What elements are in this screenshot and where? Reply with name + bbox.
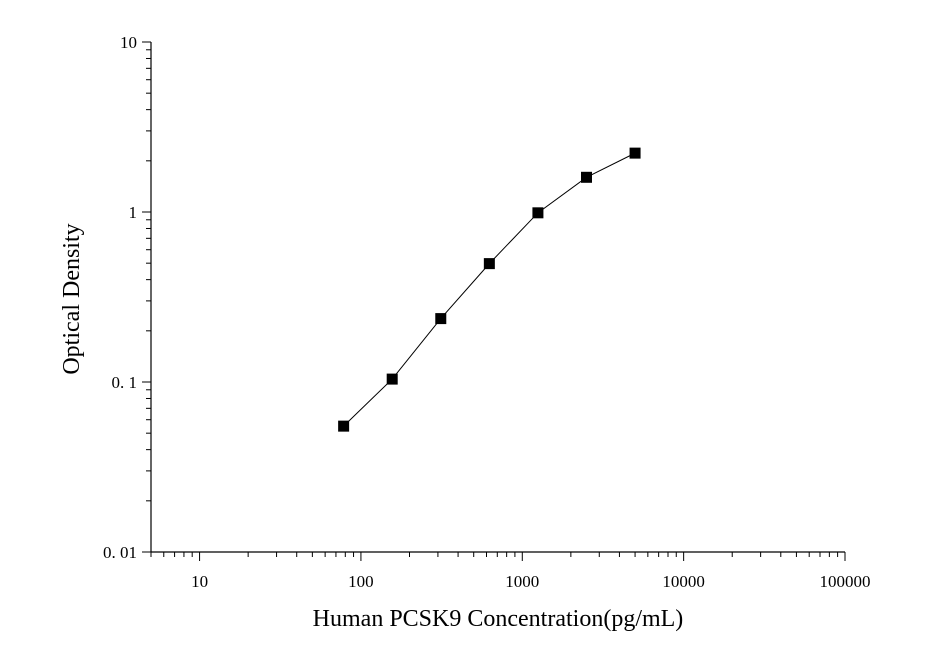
y-tick-label: 0. 01 bbox=[103, 543, 137, 562]
data-point bbox=[532, 207, 544, 219]
x-tick-label: 1000 bbox=[505, 572, 539, 591]
x-tick-label: 100000 bbox=[820, 572, 871, 591]
x-axis-title: Human PCSK9 Concentration(pg/mL) bbox=[313, 606, 684, 632]
x-tick-label: 10000 bbox=[662, 572, 705, 591]
data-point bbox=[581, 171, 592, 183]
x-axis-tick-labels: 10 100 1000 10000 100000 bbox=[191, 572, 870, 591]
axes bbox=[150, 42, 845, 553]
data-point bbox=[629, 147, 641, 159]
series-line-group bbox=[343, 152, 636, 427]
series-points-group bbox=[338, 147, 641, 432]
y-axis-ticks bbox=[142, 41, 151, 553]
y-tick-label: 0. 1 bbox=[112, 373, 138, 392]
x-tick-label: 100 bbox=[348, 572, 374, 591]
data-point bbox=[483, 258, 495, 270]
x-axis-ticks bbox=[150, 552, 846, 561]
y-axis-tick-labels: 0. 01 0. 1 1 10 bbox=[103, 33, 137, 562]
data-point bbox=[386, 373, 398, 385]
data-point bbox=[338, 420, 350, 432]
y-tick-label: 10 bbox=[120, 33, 137, 52]
y-axis-title: Optical Density bbox=[59, 223, 85, 374]
y-tick-label: 1 bbox=[129, 203, 138, 222]
data-point bbox=[435, 313, 447, 325]
series-line bbox=[343, 152, 636, 427]
x-tick-label: 10 bbox=[191, 572, 208, 591]
